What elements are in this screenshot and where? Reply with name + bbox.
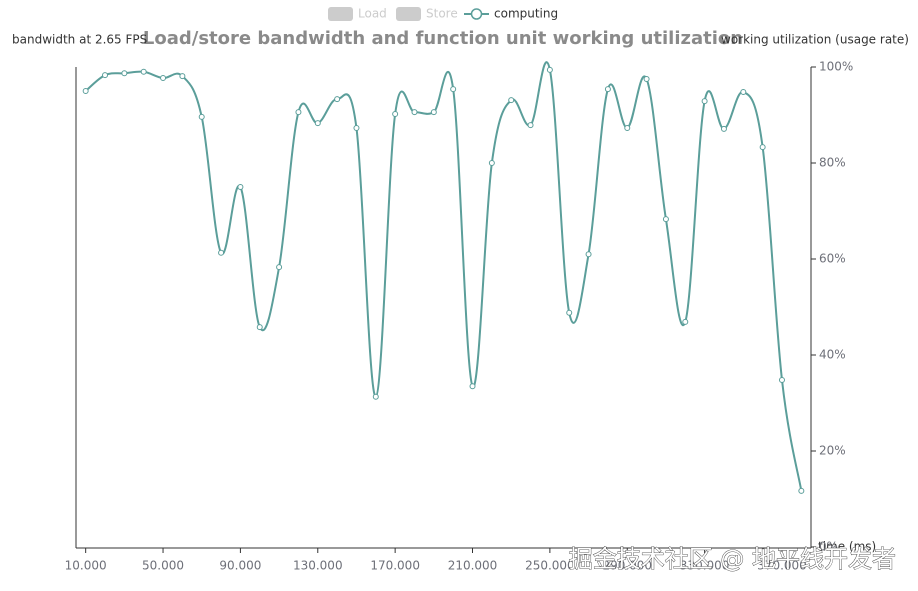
x-tick-label: 290.000 [602, 559, 652, 573]
point [160, 75, 167, 82]
point [102, 72, 109, 79]
x-tick-label: 210.000 [448, 559, 498, 573]
x-axis-label: time (ms) [818, 540, 876, 554]
point [488, 160, 495, 166]
point [469, 383, 476, 390]
point [450, 86, 457, 93]
point [604, 86, 611, 93]
point [256, 324, 263, 331]
point [566, 309, 573, 316]
y2-tick-label: 100% [819, 60, 853, 74]
point [508, 97, 515, 104]
point [121, 70, 128, 77]
x-tick-label: 130.000 [293, 559, 343, 573]
point [662, 216, 669, 223]
point [198, 113, 205, 120]
point [179, 73, 186, 80]
point [798, 487, 805, 494]
y-axis-label: bandwidth at 2.65 FPS [12, 33, 147, 47]
legend-swatch [328, 7, 353, 21]
x-tick-label: 250.000 [525, 559, 575, 573]
x-tick-label: 90.000 [219, 559, 261, 573]
point [740, 88, 747, 95]
x-tick-label: 50.000 [142, 559, 184, 573]
legend-label: Store [426, 7, 458, 21]
point [218, 249, 225, 256]
point [643, 76, 650, 82]
point [546, 66, 553, 73]
y2-tick-label: 60% [819, 252, 846, 266]
x-tick-label: 330.000 [680, 559, 730, 573]
point [720, 125, 727, 132]
y2-axis-label: working utilization (usage rate) [721, 33, 909, 47]
point [276, 264, 283, 271]
point [701, 98, 708, 105]
point [295, 109, 302, 116]
point [527, 122, 534, 129]
y2-tick-label: 0% [819, 540, 838, 554]
point [140, 68, 147, 75]
x-tick-label: 10.000 [65, 559, 107, 573]
point [682, 318, 689, 325]
point [82, 88, 89, 94]
point [624, 124, 631, 131]
point [585, 251, 592, 258]
legend-swatch [396, 7, 421, 21]
point [430, 109, 437, 116]
point [314, 120, 321, 127]
y2-tick-label: 20% [819, 444, 846, 458]
legend-label: computing [494, 7, 558, 21]
legend-label: Load [358, 7, 387, 21]
point [759, 144, 766, 151]
point [392, 111, 399, 118]
watermark: 掘金技术社区 @ 地平线开发者 [569, 545, 896, 573]
point [334, 96, 341, 103]
point [778, 376, 785, 383]
chart-title: Load/store bandwidth and function unit w… [143, 28, 743, 49]
point [372, 393, 379, 400]
x-tick-label: 370.000 [757, 559, 807, 573]
x-tick-label: 170.000 [370, 559, 420, 573]
point [237, 184, 244, 190]
line-series [85, 61, 803, 492]
y2-tick-label: 80% [819, 156, 846, 170]
legend-marker [470, 8, 483, 20]
point [411, 109, 418, 116]
y2-tick-label: 40% [819, 348, 846, 362]
point [353, 124, 360, 131]
